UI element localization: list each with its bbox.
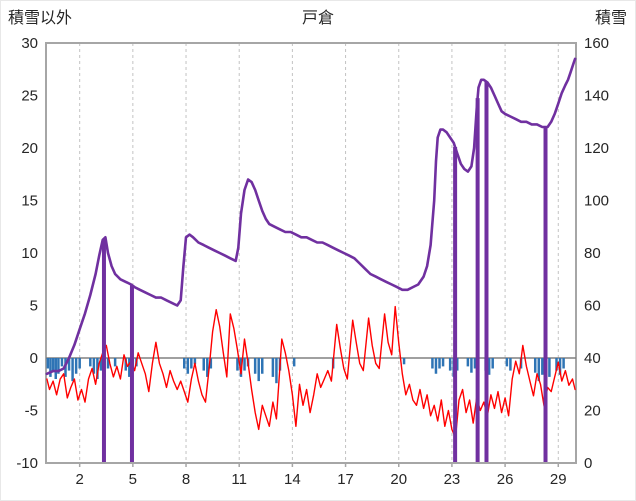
x-tick-label-14: 14 [284,471,301,488]
x-tick-label-23: 23 [444,471,461,488]
left-tick-label--10: -10 [16,455,38,472]
left-tick-label-5: 5 [30,298,38,315]
right-tick-label-80: 80 [584,245,601,262]
right-tick-label-60: 60 [584,298,601,315]
left-tick-label-20: 20 [21,140,38,157]
x-tick-label-2: 2 [76,471,84,488]
left-tick-label-15: 15 [21,193,38,210]
left-tick-label-25: 25 [21,88,38,105]
chart-title: 戸倉 [301,10,334,27]
right-tick-label-160: 160 [584,35,609,52]
series-temperature [46,305,576,439]
x-tick-label-11: 11 [231,471,247,488]
right-axis-title: 積雪 [594,10,627,27]
left-axis-title: 積雪以外 [8,10,73,27]
x-tick-label-17: 17 [337,471,354,488]
right-tick-label-40: 40 [584,350,601,367]
x-tick-label-5: 5 [129,471,137,488]
series-snow_depth [45,57,577,376]
x-tick-label-8: 8 [182,471,190,488]
plot-border [45,42,577,464]
left-tick-label-30: 30 [21,35,38,52]
x-tick-label-26: 26 [497,471,514,488]
right-tick-label-20: 20 [584,403,601,420]
right-tick-label-100: 100 [584,193,609,210]
right-tick-label-140: 140 [584,88,609,105]
right-tick-label-0: 0 [584,455,592,472]
right-tick-label-120: 120 [584,140,609,157]
x-tick-label-20: 20 [390,471,407,488]
left-tick-label--5: -5 [25,403,38,420]
left-tick-label-10: 10 [21,245,38,262]
x-tick-label-29: 29 [550,471,567,488]
left-tick-label-0: 0 [30,350,38,367]
